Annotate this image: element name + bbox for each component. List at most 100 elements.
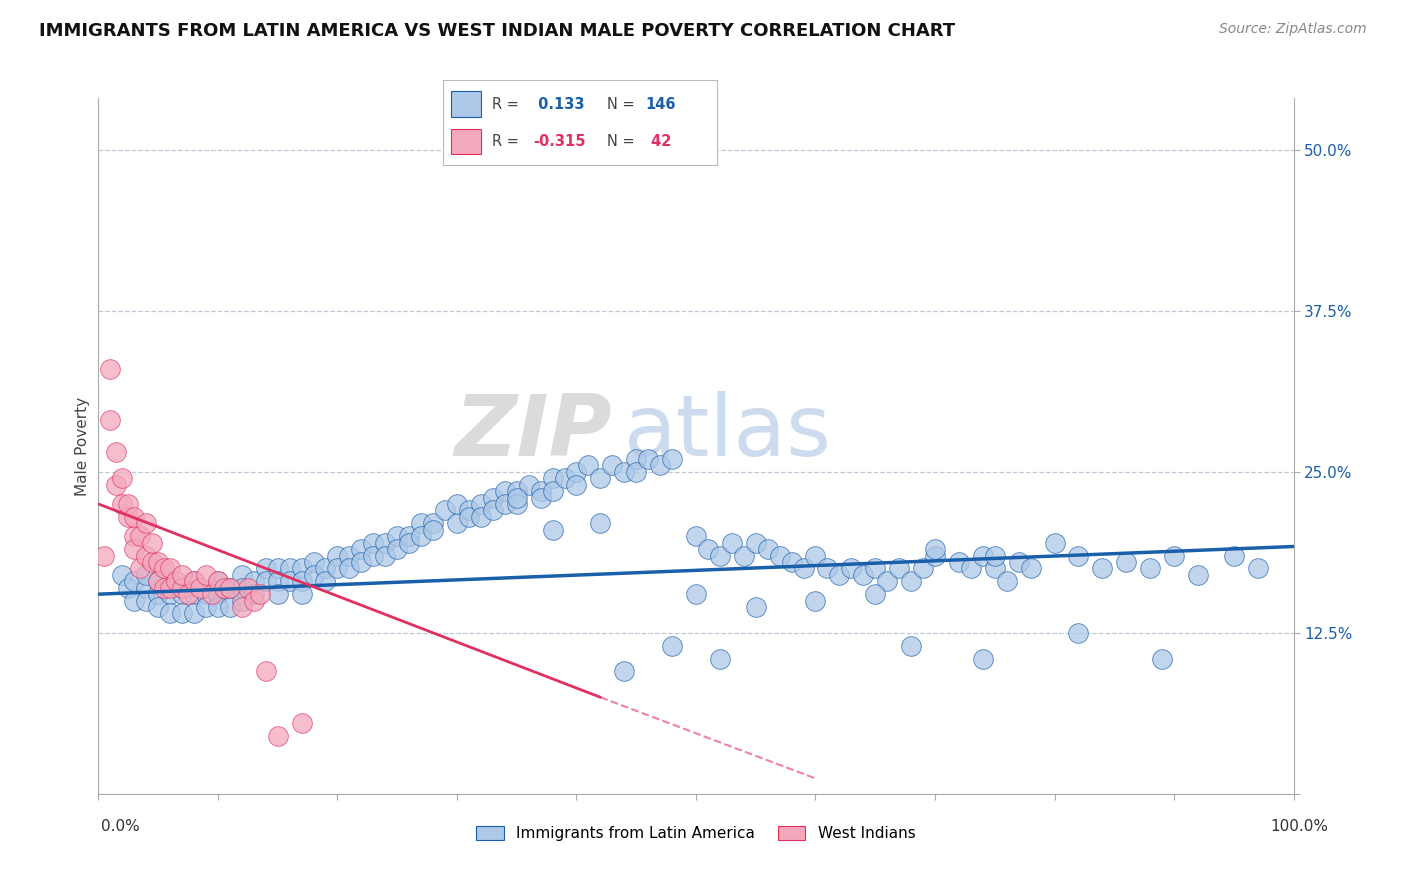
Point [865, 561, 887, 575]
Point [960, 561, 983, 575]
Point [793, 561, 815, 575]
Point [267, 574, 290, 589]
Point [105, 445, 128, 459]
Point [159, 561, 181, 575]
Point [231, 567, 253, 582]
Point [350, 555, 373, 569]
Point [291, 587, 314, 601]
Point [172, 581, 194, 595]
Point [267, 729, 290, 743]
Point [201, 587, 224, 601]
Point [195, 587, 218, 601]
Point [626, 465, 648, 479]
Point [172, 607, 194, 621]
Point [506, 491, 529, 505]
Point [129, 529, 152, 543]
Point [756, 542, 779, 557]
Point [315, 574, 337, 589]
Point [648, 458, 672, 473]
Point [984, 561, 1007, 575]
Text: 146: 146 [645, 96, 676, 112]
Point [141, 555, 163, 569]
Point [159, 587, 181, 601]
Text: 42: 42 [645, 134, 671, 149]
Point [363, 549, 385, 563]
Point [231, 581, 253, 595]
Point [804, 593, 827, 607]
Point [924, 549, 946, 563]
Point [148, 574, 170, 589]
Point [148, 574, 170, 589]
Point [685, 529, 707, 543]
Point [422, 516, 444, 531]
Point [733, 549, 755, 563]
Point [129, 561, 152, 575]
Point [159, 581, 181, 595]
Point [398, 535, 420, 549]
Text: atlas: atlas [624, 391, 832, 474]
Point [626, 451, 648, 466]
Point [278, 561, 301, 575]
Point [124, 529, 146, 543]
Point [541, 471, 564, 485]
Point [159, 574, 181, 589]
Point [924, 542, 946, 557]
Point [183, 607, 205, 621]
Point [589, 471, 612, 485]
Text: 100.0%: 100.0% [1271, 820, 1329, 834]
Point [589, 516, 612, 531]
Point [254, 574, 277, 589]
Point [828, 567, 851, 582]
Point [745, 535, 768, 549]
Point [243, 574, 266, 589]
Point [302, 567, 325, 582]
Text: R =: R = [492, 96, 519, 112]
Point [326, 561, 349, 575]
Point [124, 593, 146, 607]
Text: R =: R = [492, 134, 519, 149]
Point [165, 574, 187, 589]
Point [554, 471, 576, 485]
Point [188, 581, 211, 595]
Text: 0.0%: 0.0% [101, 820, 141, 834]
Point [117, 497, 139, 511]
Y-axis label: Male Poverty: Male Poverty [75, 396, 90, 496]
Point [212, 581, 235, 595]
Point [434, 503, 457, 517]
Point [236, 581, 259, 595]
Point [995, 574, 1018, 589]
Point [267, 561, 290, 575]
Point [183, 587, 205, 601]
Point [661, 639, 683, 653]
Point [780, 555, 803, 569]
Point [458, 509, 481, 524]
Point [219, 581, 242, 595]
Point [207, 574, 229, 589]
Point [972, 651, 994, 665]
Point [98, 413, 122, 427]
Point [243, 593, 266, 607]
Point [183, 574, 205, 589]
Point [195, 567, 218, 582]
Point [148, 555, 170, 569]
Point [124, 574, 146, 589]
Point [876, 574, 898, 589]
Point [374, 535, 396, 549]
Point [422, 523, 444, 537]
Point [494, 497, 516, 511]
Point [481, 503, 505, 517]
Point [207, 574, 229, 589]
Point [411, 529, 433, 543]
Text: IMMIGRANTS FROM LATIN AMERICA VS WEST INDIAN MALE POVERTY CORRELATION CHART: IMMIGRANTS FROM LATIN AMERICA VS WEST IN… [39, 22, 956, 40]
Point [385, 529, 409, 543]
Point [745, 600, 768, 615]
Point [517, 477, 540, 491]
Point [1115, 555, 1137, 569]
Point [1247, 561, 1270, 575]
Text: N =: N = [607, 134, 636, 149]
Point [1043, 535, 1066, 549]
Point [458, 503, 481, 517]
Point [141, 535, 163, 549]
Point [613, 665, 636, 679]
Point [117, 509, 139, 524]
